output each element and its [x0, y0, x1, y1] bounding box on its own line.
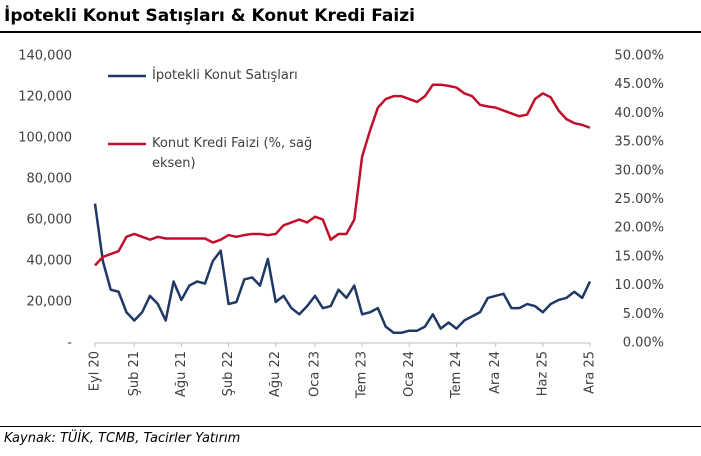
x-tick-label: Oca 23	[308, 351, 323, 397]
y2-tick-label: 0.00%	[623, 336, 664, 351]
legend-label: İpotekli Konut Satışları	[152, 68, 298, 83]
y2-tick-label: 45.00%	[614, 77, 664, 92]
chart-title: İpotekli Konut Satışları & Konut Kredi F…	[4, 6, 415, 26]
y2-tick-label: 10.00%	[614, 278, 664, 293]
x-tick-label: Oca 24	[402, 351, 417, 397]
x-tick-label: Ara 25	[583, 351, 598, 394]
y-tick-label: 40,000	[27, 254, 73, 269]
y2-tick-label: 15.00%	[614, 249, 664, 264]
x-tick-label: Şub 21	[127, 351, 142, 396]
x-tick-label: Ağu 22	[268, 351, 283, 397]
y-tick-label: 140,000	[18, 49, 72, 64]
y2-tick-label: 50.00%	[614, 49, 664, 64]
x-tick-label: Ara 24	[488, 351, 503, 394]
legend-label: Konut Kredi Faizi (%, sağ eksen)	[152, 136, 313, 171]
x-tick-label: Tem 23	[355, 351, 370, 399]
series-line	[93, 203, 592, 334]
y-tick-label: 60,000	[27, 213, 73, 228]
y2-tick-label: 25.00%	[614, 192, 664, 207]
y2-tick-label: 40.00%	[614, 106, 664, 121]
x-tick-label: Haz 25	[535, 351, 550, 396]
y-tick-label: 120,000	[18, 90, 72, 105]
y2-tick-label: 35.00%	[614, 135, 664, 150]
y-tick-label: 100,000	[18, 131, 72, 146]
y2-tick-label: 30.00%	[614, 163, 664, 178]
x-tick-label: Eyl 20	[88, 351, 103, 391]
y2-tick-label: 5.00%	[623, 307, 664, 322]
y-tick-label: 20,000	[27, 295, 73, 310]
source-rule	[0, 426, 701, 427]
x-tick-label: Tem 24	[449, 351, 464, 399]
y2-tick-label: 20.00%	[614, 221, 664, 236]
series-line	[94, 83, 591, 267]
x-tick-label: Ağu 21	[174, 351, 189, 397]
x-tick-label: Şub 22	[221, 351, 236, 396]
y-tick-label: 80,000	[27, 172, 73, 187]
title-rule	[0, 31, 701, 33]
source-note: Kaynak: TÜİK, TCMB, Tacirler Yatırım	[4, 431, 241, 446]
y-tick-label: -	[67, 336, 72, 351]
